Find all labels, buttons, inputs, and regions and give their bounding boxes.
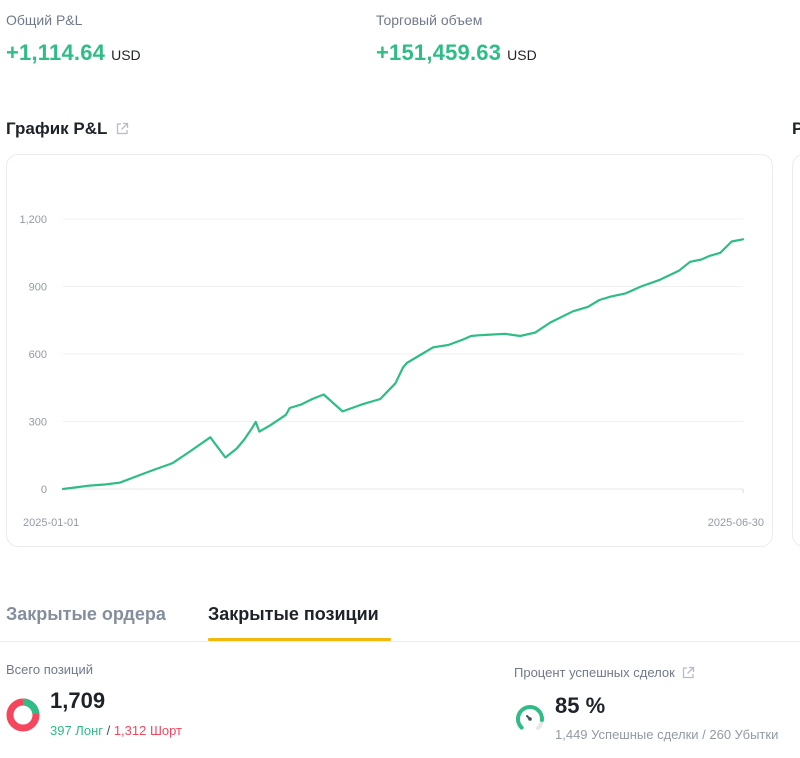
next-card-edge [792, 154, 800, 547]
pnl-data-point [587, 306, 589, 308]
trade-volume-label: Торговый объем [376, 12, 483, 28]
pnl-chart-title[interactable]: График P&L [6, 119, 129, 139]
long-count: 397 Лонг [50, 723, 103, 738]
total-pnl-label: Общий P&L [6, 12, 83, 28]
y-tick-label: 1,200 [19, 214, 47, 226]
pnl-data-point [719, 252, 721, 254]
x-tick-label: 2025-01-01 [23, 517, 79, 529]
pnl-data-point [243, 438, 245, 441]
breakdown-separator: / [102, 723, 114, 738]
pnl-data-point [311, 398, 313, 400]
pnl-data-point [251, 427, 253, 429]
pnl-data-point [360, 404, 362, 406]
pnl-data-point [678, 270, 680, 272]
pnl-data-point [236, 447, 238, 450]
pnl-data-point [300, 404, 302, 406]
y-tick-label: 600 [29, 349, 47, 361]
pnl-data-point [421, 353, 423, 355]
pnl-data-point [625, 292, 627, 294]
pnl-data-point [88, 485, 90, 487]
pnl-data-point [258, 431, 260, 433]
pnl-data-point [289, 407, 291, 409]
pnl-data-point [504, 333, 506, 335]
pnl-data-point [285, 414, 287, 416]
pnl-chart-card: 0 300 600 900 1,200 2025-01-01 2025-06-30 [6, 154, 773, 547]
total-pnl-unit: USD [111, 47, 141, 63]
active-tab-indicator [208, 638, 391, 641]
trade-volume-amount: +151,459.63 [376, 40, 502, 65]
pnl-data-point [323, 393, 325, 396]
total-pnl-value: +1,114.64 USD [6, 40, 141, 66]
next-section-title-fragment: P [792, 119, 800, 138]
external-link-icon[interactable] [115, 122, 129, 136]
pnl-data-point [224, 456, 226, 459]
win-loss-breakdown: 1,449 Успешные сделки / 260 Убытки [555, 727, 778, 742]
pnl-data-point [270, 424, 272, 426]
pnl-data-point [104, 483, 106, 486]
pnl-line-chart[interactable]: 0 300 600 900 1,200 2025-01-01 2025-06-30 [7, 155, 774, 548]
pnl-data-point [432, 346, 434, 348]
x-tick-label: 2025-06-30 [708, 517, 764, 529]
pnl-data-point [138, 474, 140, 477]
pnl-data-point [172, 462, 174, 464]
pnl-data-point [447, 344, 449, 346]
pnl-data-point [700, 258, 703, 261]
short-count: 1,312 Шорт [113, 723, 183, 738]
pnl-data-point [402, 366, 404, 369]
pnl-data-point [519, 335, 521, 337]
pnl-data-point [640, 285, 642, 288]
pnl-data-point [342, 410, 344, 412]
pnl-data-point [470, 335, 472, 337]
external-link-icon[interactable] [681, 666, 695, 680]
pnl-chart-title-text: График P&L [6, 119, 108, 138]
pnl-data-point [209, 436, 211, 438]
total-positions-value: 1,709 [50, 688, 106, 713]
pnl-data-point [379, 398, 381, 400]
pnl-data-point [689, 261, 691, 263]
pnl-data-point [485, 334, 487, 336]
pnl-data-point [659, 279, 661, 281]
total-positions-label: Всего позиций [6, 662, 94, 677]
pnl-data-point [62, 488, 64, 490]
positions-tabs: Закрытые ордера Закрытые позиции [0, 596, 800, 642]
pnl-data-point [187, 452, 189, 454]
pnl-data-point [394, 382, 396, 384]
pnl-data-point [462, 338, 464, 340]
pnl-data-point [572, 310, 574, 312]
successful-trades-count: 1,449 Успешные сделки [555, 727, 699, 742]
pnl-series-line [61, 238, 745, 491]
pnl-data-point [119, 482, 121, 484]
win-loss-separator: / [698, 727, 710, 742]
y-tick-label: 0 [41, 484, 47, 496]
y-tick-label: 900 [29, 282, 47, 294]
win-rate-label-text: Процент успешных сделок [514, 665, 675, 680]
pnl-data-point [255, 421, 257, 423]
pnl-data-point [549, 321, 551, 324]
long-short-breakdown: 397 Лонг / 1,312 Шорт [50, 723, 182, 738]
tab-closed-orders[interactable]: Закрытые ордера [6, 604, 166, 624]
pnl-data-point [731, 240, 733, 243]
pnl-data-point [598, 299, 601, 301]
win-rate-value: 85 % [555, 693, 606, 718]
long-short-donut-icon [6, 698, 40, 732]
pnl-data-point [742, 238, 744, 240]
pnl-data-point [478, 334, 480, 336]
pnl-data-point [708, 255, 710, 257]
win-rate-gauge-icon [516, 705, 544, 730]
trade-volume-value: +151,459.63 USD [376, 40, 537, 66]
tab-closed-positions[interactable]: Закрытые позиции [208, 604, 379, 624]
pnl-data-point [610, 296, 612, 298]
win-rate-label[interactable]: Процент успешных сделок [514, 665, 695, 680]
trade-volume-unit: USD [507, 47, 537, 63]
pnl-data-point [153, 469, 155, 471]
losing-trades-count: 260 Убытки [709, 727, 779, 742]
y-tick-label: 300 [29, 417, 47, 429]
pnl-data-point [534, 332, 536, 334]
total-pnl-amount: +1,114.64 [6, 40, 106, 65]
pnl-data-point [406, 362, 408, 364]
